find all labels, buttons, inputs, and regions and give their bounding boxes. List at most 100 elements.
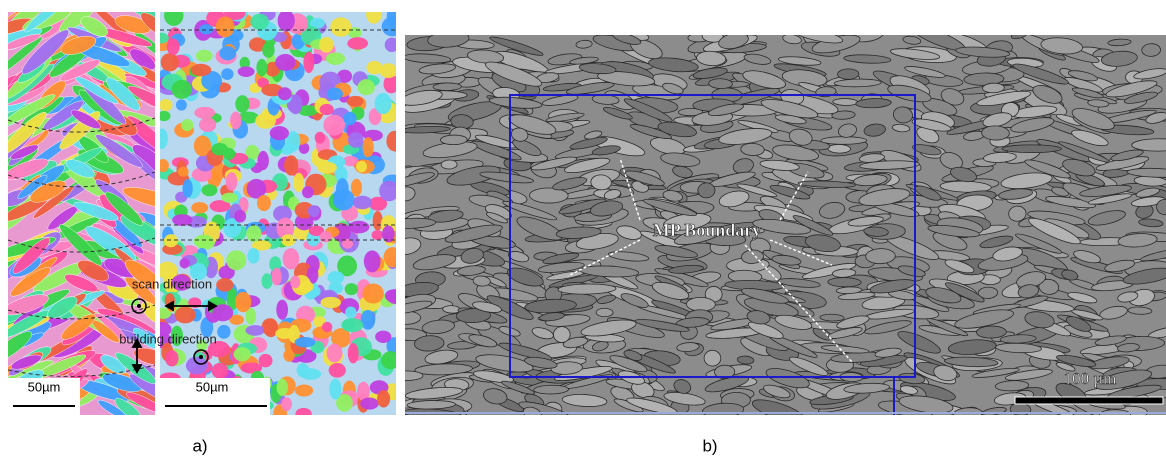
grain [828, 277, 862, 287]
grain [276, 300, 288, 320]
grain [441, 160, 457, 169]
direction-symbol [137, 304, 141, 308]
grain [275, 328, 294, 339]
grain [348, 221, 369, 234]
grain [381, 351, 400, 369]
grain [156, 128, 168, 149]
grain [596, 308, 613, 317]
grain [317, 162, 336, 174]
grain [165, 350, 179, 366]
annotation: scan direction [132, 276, 212, 291]
panel-label: b) [702, 436, 717, 455]
grain [199, 118, 216, 132]
grain [256, 59, 267, 77]
scale-bar [1015, 397, 1163, 404]
grain [277, 379, 288, 396]
grain [308, 205, 320, 217]
grain [270, 126, 289, 140]
grains [0, 0, 184, 425]
grain [275, 54, 295, 71]
grain [357, 79, 374, 95]
grain [190, 64, 211, 77]
grain [181, 119, 193, 131]
grain [295, 384, 313, 396]
grain [385, 289, 402, 302]
grain [226, 250, 246, 270]
grain [976, 326, 1006, 339]
grain [174, 307, 195, 324]
panel-label: a) [192, 436, 207, 455]
grain [356, 161, 367, 172]
grain [234, 347, 251, 361]
grain [353, 196, 372, 210]
grain [284, 155, 298, 175]
grain [375, 93, 392, 114]
grain [238, 66, 255, 77]
grain [315, 132, 325, 144]
grain [341, 318, 363, 332]
grain [323, 115, 345, 136]
grain [372, 230, 384, 240]
grain [361, 310, 376, 330]
grain [217, 325, 230, 339]
grain [211, 143, 228, 155]
grain [320, 104, 334, 115]
grain [226, 172, 238, 191]
grain [343, 112, 356, 125]
grain [366, 6, 381, 24]
grain [221, 68, 233, 80]
grain [178, 167, 189, 177]
grain [161, 53, 179, 71]
grain [330, 17, 351, 36]
scale-bar-label: 50µm [196, 379, 229, 394]
grain [186, 357, 207, 375]
grain [262, 42, 274, 58]
grain [833, 98, 858, 105]
grain [348, 343, 359, 363]
grain [271, 268, 281, 286]
grain [182, 179, 192, 198]
grain [686, 297, 715, 311]
grain [283, 248, 300, 269]
grain [384, 247, 402, 267]
grain [216, 16, 235, 37]
grain [295, 408, 311, 420]
grain [212, 363, 229, 379]
grain [303, 52, 314, 73]
grain [837, 69, 858, 80]
direction-symbol [199, 355, 203, 359]
grain [257, 151, 268, 170]
grain [194, 107, 215, 119]
grain [534, 385, 569, 394]
grain [320, 231, 332, 242]
grain [262, 273, 273, 289]
grain [327, 87, 343, 100]
grain [247, 248, 259, 264]
grain [194, 235, 214, 248]
grain [167, 39, 180, 56]
grain [348, 132, 364, 148]
grain [377, 390, 390, 407]
grain [320, 297, 341, 308]
grain [553, 326, 570, 343]
grain [300, 368, 321, 380]
grain [295, 337, 316, 347]
grain [245, 325, 264, 336]
grain [1002, 145, 1062, 153]
grain [278, 10, 295, 32]
grain [387, 6, 399, 27]
grain [345, 307, 356, 319]
scale-bar-label: 50µm [28, 379, 61, 394]
grain [440, 135, 467, 145]
grain [982, 83, 1004, 93]
grain [230, 111, 241, 129]
grain [176, 99, 187, 110]
grain [319, 37, 334, 53]
scale-bar-label: 100 µm [1064, 369, 1117, 388]
grain [159, 99, 172, 111]
grain [327, 344, 343, 363]
grain [219, 46, 236, 60]
grain [201, 184, 217, 196]
grain [336, 178, 349, 199]
grain [328, 271, 345, 284]
